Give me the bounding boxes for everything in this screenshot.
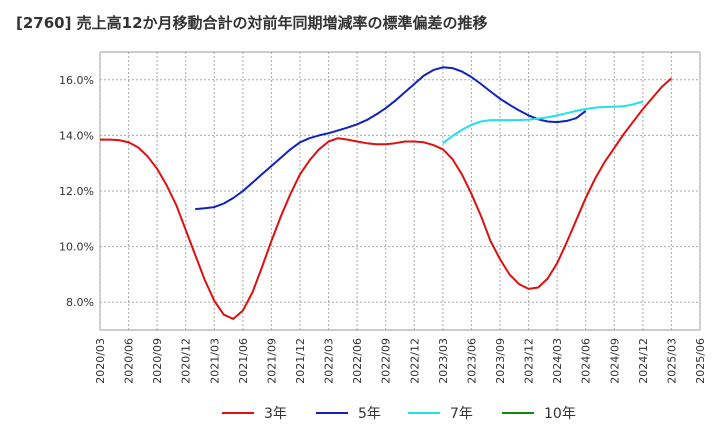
x-tick-label: 2024/06 — [580, 338, 593, 384]
x-tick-label: 2025/06 — [694, 338, 707, 384]
y-tick-label: 8.0% — [66, 296, 94, 309]
x-tick-label: 2022/09 — [380, 338, 393, 384]
grid — [99, 52, 701, 330]
x-tick-label: 2022/12 — [408, 338, 421, 384]
x-tick-label: 2025/03 — [665, 338, 678, 384]
x-tick-label: 2023/06 — [465, 338, 478, 384]
x-tick-label: 2023/09 — [494, 338, 507, 384]
legend: 3年 5年 7年 10年 — [222, 406, 576, 422]
x-tick-label: 2024/09 — [608, 338, 621, 384]
y-axis: 8.0% 10.0% 12.0% 14.0% 16.0% — [59, 74, 94, 309]
y-tick-label: 14.0% — [59, 129, 94, 142]
x-tick-label: 2020/12 — [180, 338, 193, 384]
chart-title: [2760] 売上高12か月移動合計の対前年同期増減率の標準偏差の推移 — [16, 14, 488, 32]
legend-label: 3年 — [264, 406, 287, 422]
x-axis: 2020/03 2020/06 2020/09 2020/12 2021/03 2021/… — [94, 338, 707, 384]
y-tick-label: 12.0% — [59, 185, 94, 198]
x-tick-label: 2022/03 — [323, 338, 336, 384]
x-tick-label: 2021/06 — [237, 338, 250, 384]
legend-label: 10年 — [544, 406, 576, 422]
x-tick-label: 2021/09 — [265, 338, 278, 384]
series-lines — [100, 66, 673, 320]
x-tick-label: 2023/03 — [437, 338, 450, 384]
x-tick-label: 2021/03 — [208, 338, 221, 384]
y-tick-label: 16.0% — [59, 74, 94, 87]
x-tick-label: 2024/03 — [551, 338, 564, 384]
x-tick-label: 2022/06 — [351, 338, 364, 384]
x-tick-label: 2020/09 — [151, 338, 164, 384]
x-tick-label: 2020/06 — [123, 338, 136, 384]
series-line — [195, 66, 587, 211]
x-tick-label: 2021/12 — [294, 338, 307, 384]
series-line — [100, 77, 673, 320]
legend-label: 7年 — [450, 406, 473, 422]
x-tick-label: 2024/12 — [637, 338, 650, 384]
legend-label: 5年 — [358, 406, 381, 422]
x-tick-label: 2023/12 — [523, 338, 536, 384]
series-line — [442, 100, 644, 144]
x-tick-label: 2020/03 — [94, 338, 107, 384]
y-tick-label: 10.0% — [59, 241, 94, 254]
